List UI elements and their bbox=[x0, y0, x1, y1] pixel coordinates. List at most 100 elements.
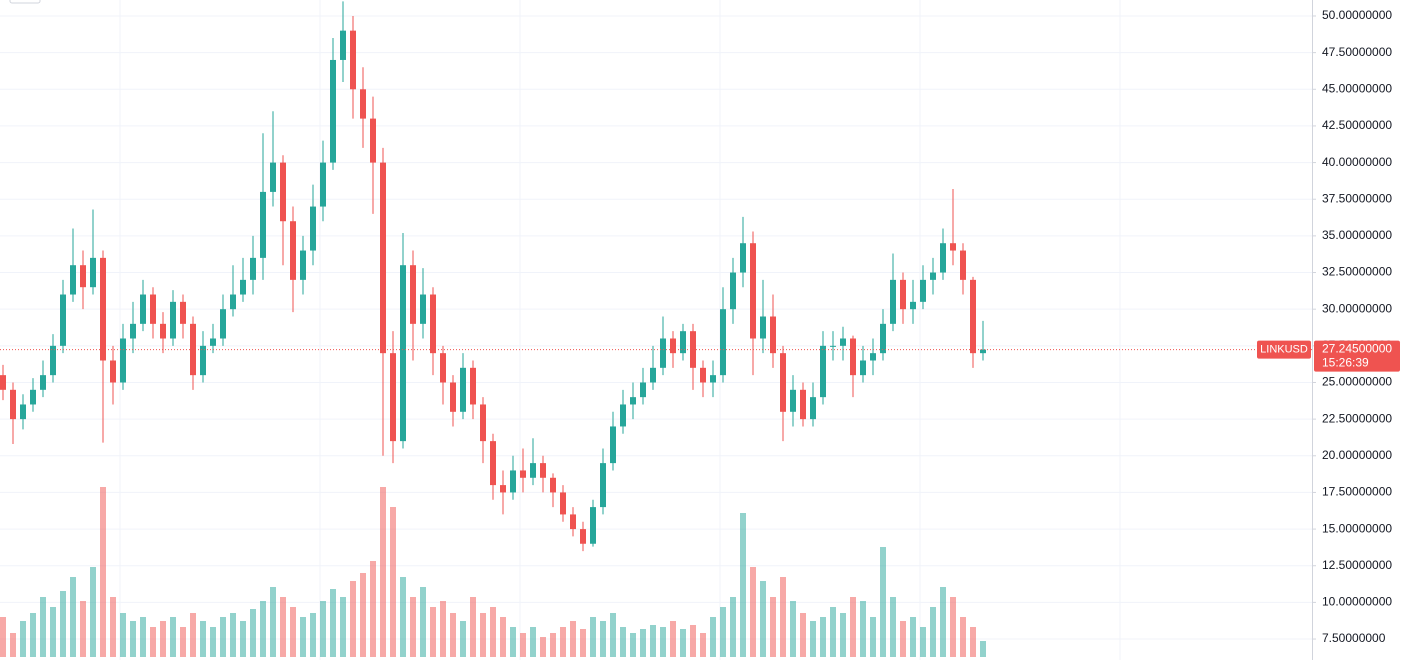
symbol-label-bg bbox=[1257, 340, 1311, 359]
candle-body bbox=[650, 367, 656, 383]
volume-bar bbox=[760, 581, 766, 657]
volume-bar bbox=[350, 581, 356, 657]
candle-body bbox=[320, 162, 326, 207]
volume-bar bbox=[250, 609, 256, 657]
candle-body bbox=[390, 353, 396, 442]
volume-bar bbox=[740, 513, 746, 657]
volume-bar bbox=[880, 547, 886, 657]
volume-bar bbox=[540, 637, 546, 657]
candle-body bbox=[640, 382, 646, 398]
volume-bar bbox=[110, 597, 116, 657]
candle-body bbox=[360, 89, 366, 119]
candle-body bbox=[720, 309, 726, 376]
candle-body bbox=[750, 243, 756, 339]
volume-bar bbox=[570, 621, 576, 657]
candle-body bbox=[940, 243, 946, 273]
y-tick-label: 42.50000000 bbox=[1322, 118, 1392, 132]
candle-body bbox=[850, 338, 856, 376]
candle-body bbox=[810, 397, 816, 420]
volume-bar bbox=[790, 601, 796, 657]
volume-bar bbox=[480, 613, 486, 657]
price-label-bg bbox=[1314, 340, 1400, 372]
volume-bar bbox=[660, 627, 666, 657]
candle-body bbox=[240, 279, 246, 295]
candle-body bbox=[710, 375, 716, 383]
y-tick-label: 30.00000000 bbox=[1322, 301, 1392, 315]
y-tick-label: 37.50000000 bbox=[1322, 191, 1392, 205]
candle-body bbox=[610, 426, 616, 464]
y-tick-label: 32.50000000 bbox=[1322, 265, 1392, 279]
volume-bar bbox=[20, 621, 26, 657]
volume-bar bbox=[230, 613, 236, 657]
vertical-grid bbox=[119, 0, 1121, 660]
candle-body bbox=[830, 345, 836, 347]
candle-body bbox=[880, 323, 886, 354]
volume-bar bbox=[360, 573, 366, 657]
candle-body bbox=[980, 349, 986, 354]
volume-bar bbox=[780, 577, 786, 657]
candle-body bbox=[260, 191, 266, 258]
volume-bar bbox=[680, 629, 686, 657]
volume-bar bbox=[210, 627, 216, 657]
volume-bar bbox=[380, 487, 386, 657]
volume-bar bbox=[830, 607, 836, 657]
candle-body bbox=[580, 529, 586, 544]
candle-body bbox=[150, 294, 156, 324]
volume-bar bbox=[460, 621, 466, 657]
candle-body bbox=[300, 250, 306, 280]
y-tick-label: 40.00000000 bbox=[1322, 155, 1392, 169]
candle-body bbox=[380, 162, 386, 354]
volume-bar bbox=[560, 627, 566, 657]
volume-bar bbox=[370, 561, 376, 657]
y-tick-label: 20.00000000 bbox=[1322, 448, 1392, 462]
volume-bar bbox=[410, 597, 416, 657]
volume-bar bbox=[820, 617, 826, 657]
candle-body bbox=[540, 463, 546, 478]
y-tick-label: 17.50000000 bbox=[1322, 485, 1392, 499]
volume-bar bbox=[860, 601, 866, 657]
candle-body bbox=[480, 404, 486, 442]
candle-body bbox=[250, 257, 256, 280]
volume-bar bbox=[290, 607, 296, 657]
volume-bar bbox=[620, 627, 626, 657]
candle-body bbox=[40, 375, 46, 390]
candle-body bbox=[80, 265, 86, 288]
candle-body bbox=[310, 206, 316, 251]
candle-body bbox=[930, 272, 936, 280]
volume-bar bbox=[400, 577, 406, 657]
volume-bar bbox=[450, 613, 456, 657]
candle-body bbox=[600, 463, 606, 508]
volume-bar bbox=[960, 617, 966, 657]
volume-bar bbox=[160, 621, 166, 657]
volume-bar bbox=[300, 617, 306, 657]
candle-body bbox=[340, 30, 346, 60]
volume-bar bbox=[70, 577, 76, 657]
volume-bar bbox=[150, 627, 156, 657]
candle-body bbox=[660, 338, 666, 368]
candle-body bbox=[280, 162, 286, 222]
candle-body bbox=[760, 316, 766, 339]
volume-bar bbox=[970, 627, 976, 657]
candle-body bbox=[140, 294, 146, 324]
candle-body bbox=[220, 309, 226, 339]
countdown-label: 15:26:39 bbox=[1322, 356, 1369, 370]
candle-body bbox=[740, 243, 746, 273]
volume-bar bbox=[610, 613, 616, 657]
y-tick-label: 45.00000000 bbox=[1322, 81, 1392, 95]
candle-body bbox=[20, 404, 26, 420]
candle-body bbox=[730, 272, 736, 310]
volume-bars bbox=[0, 487, 986, 657]
candle-body bbox=[910, 301, 916, 310]
candle-body bbox=[350, 30, 356, 90]
volume-bar bbox=[490, 607, 496, 657]
volume-bar bbox=[900, 621, 906, 657]
candle-body bbox=[970, 279, 976, 354]
volume-bar bbox=[50, 607, 56, 657]
y-tick-label: 7.50000000 bbox=[1322, 631, 1386, 645]
volume-bar bbox=[40, 597, 46, 657]
candle-body bbox=[370, 118, 376, 163]
toolbar-button[interactable] bbox=[9, 0, 41, 4]
volume-bar bbox=[980, 641, 986, 657]
volume-bar bbox=[690, 625, 696, 657]
